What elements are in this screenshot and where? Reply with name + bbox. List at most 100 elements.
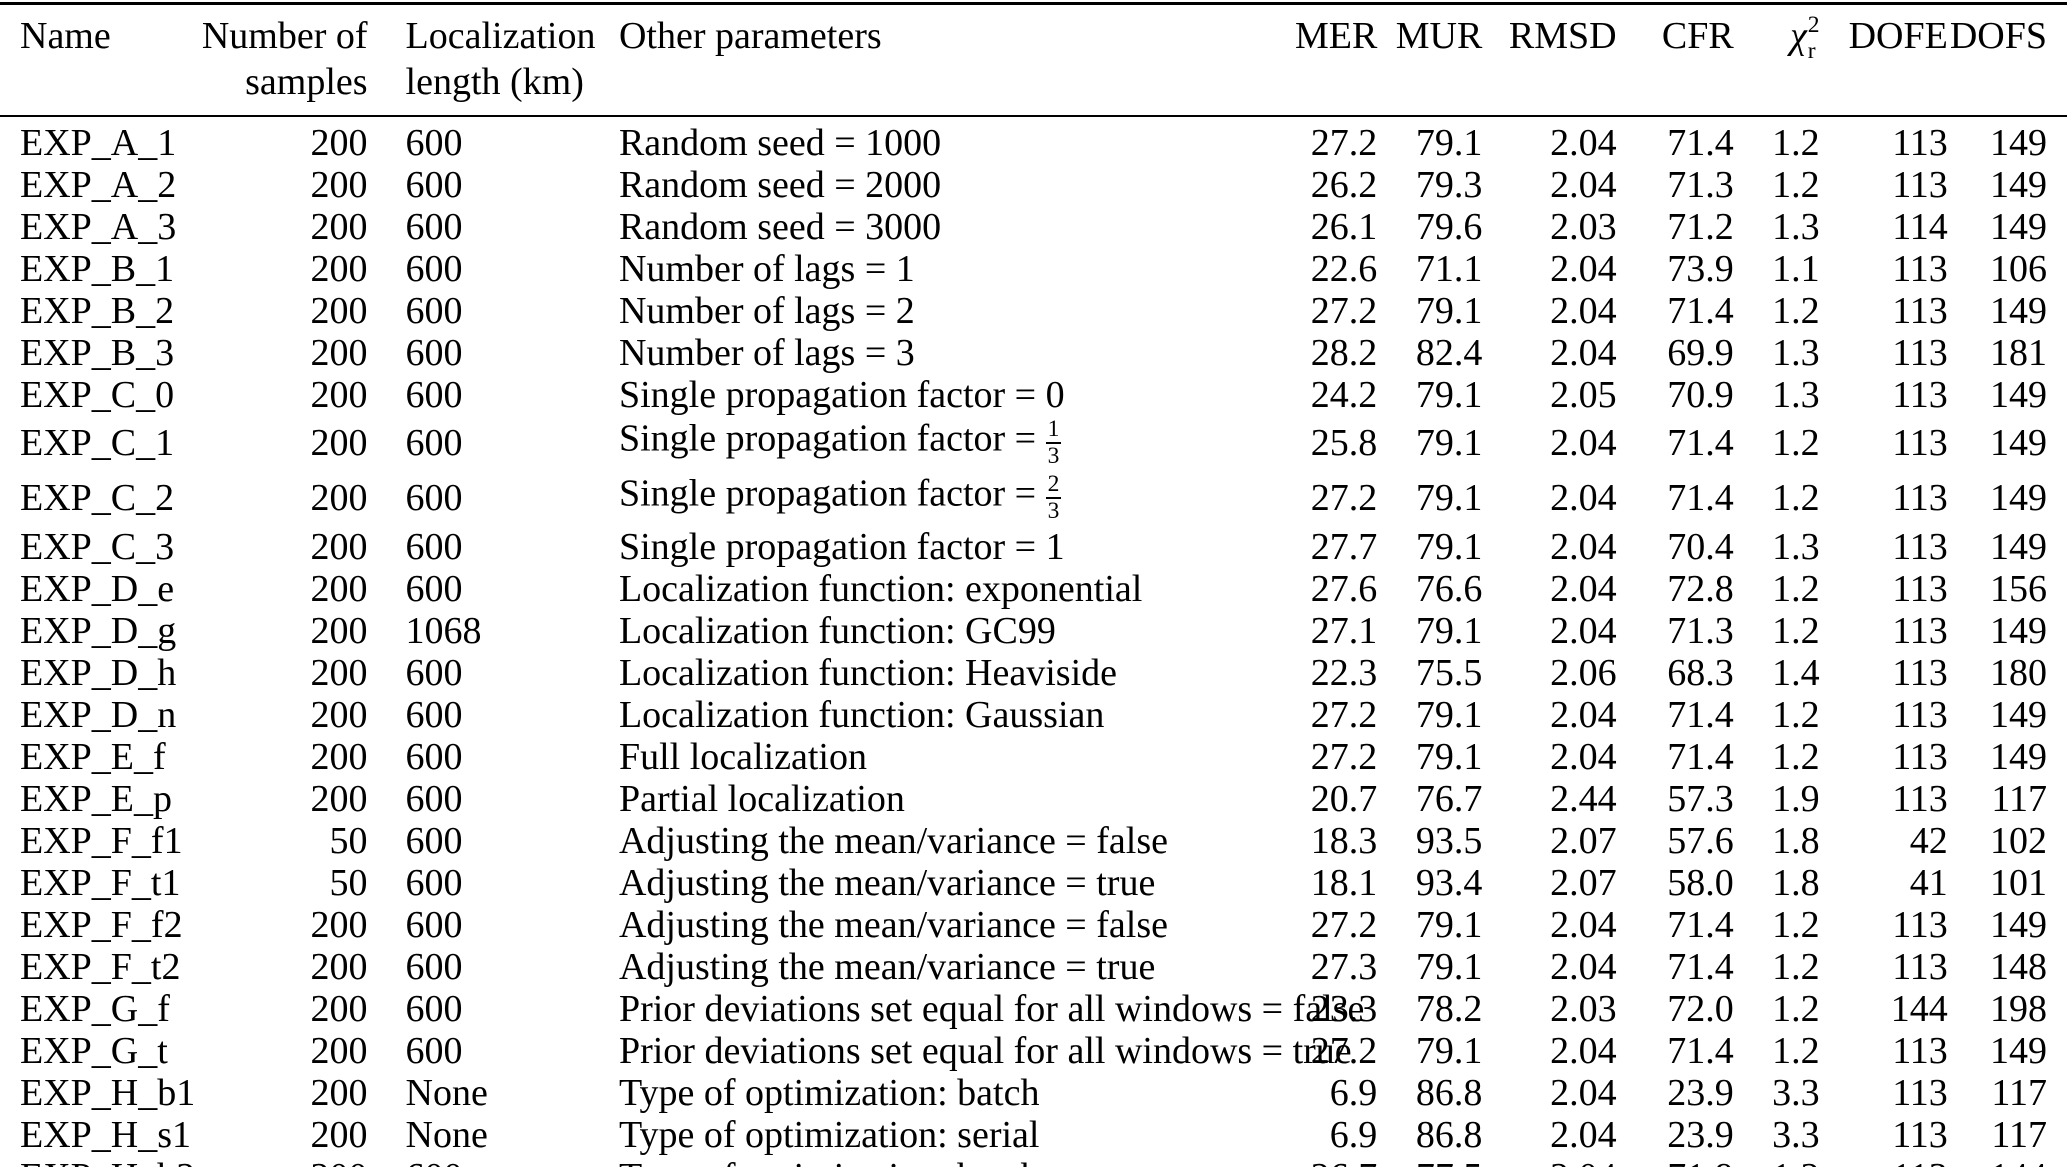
cell-mer: 22.3 <box>1310 651 1378 694</box>
cell-samples: 200 <box>310 332 368 374</box>
cell-loc: 600 <box>405 903 463 946</box>
cell-mer: 26.2 <box>1310 164 1378 206</box>
cell-cfr: 71.4 <box>1667 1029 1734 1072</box>
cell-loc: 600 <box>405 248 463 290</box>
cell-mur: 79.1 <box>1415 525 1483 568</box>
header-line: length (km) <box>405 61 584 103</box>
cell-mer: 26.7 <box>1282 1156 1378 1167</box>
cell-chi: 1.8 <box>1772 819 1820 862</box>
cell-dofs: 117 <box>1991 1113 2047 1156</box>
cell-cfr: 57.6 <box>1667 819 1734 862</box>
cell-cfr: 71.3 <box>1667 164 1734 206</box>
cell-chi: 1.2 <box>1772 567 1820 610</box>
cell-dofe: 113 <box>1892 945 1948 988</box>
cell-dofs: 149 <box>1990 122 2047 164</box>
cell-dofs: 101 <box>1990 861 2047 904</box>
column-header-name: Name <box>0 3 142 117</box>
cell-cfr: 71.4 <box>1667 290 1734 332</box>
cell-name: EXP_F_t1 <box>20 861 181 904</box>
cell-dofe: 41 <box>1909 861 1948 904</box>
cell-samples: 200 <box>310 609 368 652</box>
cell-other: Adjusting the mean/variance = true <box>618 861 1156 904</box>
cell-other: Single propagation factor = 0 <box>618 374 1065 416</box>
cell-mer: 6.9 <box>1329 1071 1378 1114</box>
cell-dofe: 113 <box>1892 1071 1948 1114</box>
cell-name: EXP_C_1 <box>20 422 175 465</box>
table-row: EXP_F_f2 200 600 Adjusting the mean/varianc… <box>0 904 2067 946</box>
cell-cfr: 72.8 <box>1667 567 1734 610</box>
column-header-cfr: CFR <box>1617 3 1735 117</box>
cell-chi: 1.2 <box>1772 477 1820 520</box>
cell-other: Single propagation factor = 1 <box>618 525 1065 568</box>
table-row: EXP_D_e 200 600 Localization function: expo… <box>0 568 2067 610</box>
cell-mur: 79.1 <box>1415 374 1483 416</box>
cell-rmsd: 2.04 <box>1550 693 1617 736</box>
cell-chi: 1.2 <box>1772 290 1820 332</box>
cell-dofs: 180 <box>1990 651 2047 694</box>
cell-cfr: 71.4 <box>1667 477 1734 520</box>
cell-dofs: 149 <box>1990 290 2047 332</box>
cell-loc: 600 <box>405 735 463 778</box>
table-row: EXP_D_n 200 600 Localization function: Gaus… <box>0 694 2067 736</box>
cell-cfr: 72.0 <box>1667 987 1734 1030</box>
cell-samples: 200 <box>310 945 368 988</box>
table-row: EXP_G_f 200 600 Prior deviations set equal … <box>0 988 2067 1030</box>
cell-other: Prior deviations set equal for all windo… <box>618 987 1365 1030</box>
cell-loc: 600 <box>405 567 463 610</box>
cell-loc: 600 <box>405 422 463 465</box>
cell-cfr: 71.9 <box>1618 1156 1735 1167</box>
table-row: EXP_B_3 200 600 Number of lags = 3 28.2 82.4 2… <box>0 332 2067 374</box>
cell-dofs: 149 <box>1990 735 2047 778</box>
cell-name: EXP_F_f2 <box>20 903 183 946</box>
cell-chi: 1.2 <box>1772 945 1820 988</box>
table-row: EXP_A_2 200 600 Random seed = 2000 26.2 79.3 2… <box>0 164 2067 206</box>
cell-cfr: 23.9 <box>1667 1113 1734 1156</box>
cell-mur: 86.8 <box>1415 1113 1483 1156</box>
cell-rmsd: 2.44 <box>1550 777 1617 820</box>
cell-cfr: 58.0 <box>1667 861 1734 904</box>
cell-mer: 27.2 <box>1310 122 1378 164</box>
cell-rmsd: 2.04 <box>1550 122 1617 164</box>
cell-mur: 78.2 <box>1415 987 1483 1030</box>
cell-dofe: 113 <box>1892 122 1948 164</box>
cell-rmsd: 2.03 <box>1550 206 1617 248</box>
cell-name: EXP_H_b2 <box>0 1156 195 1167</box>
cell-dofs: 144 <box>1949 1156 2067 1167</box>
cell-name: EXP_F_f1 <box>20 819 183 862</box>
cell-name: EXP_C_0 <box>20 374 175 416</box>
cell-other: Full localization <box>618 735 867 778</box>
cell-other: Random seed = 2000 <box>618 164 942 206</box>
cell-other: Type of optimization: batch <box>618 1156 1282 1167</box>
cell-mur: 79.1 <box>1415 609 1483 652</box>
table-row: EXP_A_1 200 600 Random seed = 1000 27.2 79.1 2… <box>0 116 2067 164</box>
cell-name: EXP_D_n <box>20 693 177 736</box>
cell-other: Adjusting the mean/variance = false <box>618 903 1168 946</box>
cell-name: EXP_B_2 <box>20 290 175 332</box>
cell-dofs: 156 <box>1990 567 2047 610</box>
cell-name: EXP_D_g <box>20 609 177 652</box>
cell-mer: 18.1 <box>1310 861 1378 904</box>
cell-rmsd: 2.04 <box>1550 332 1617 374</box>
header-line: Localization <box>405 15 596 57</box>
table-row: EXP_F_t1 50 600 Adjusting the mean/variance… <box>0 862 2067 904</box>
cell-mer: 20.7 <box>1310 777 1378 820</box>
cell-name: EXP_F_t2 <box>20 945 181 988</box>
cell-dofs: 149 <box>1990 164 2047 206</box>
cell-rmsd: 2.03 <box>1550 987 1617 1030</box>
table-row: EXP_C_0 200 600 Single propagation factor =… <box>0 374 2067 416</box>
cell-mer: 28.2 <box>1310 332 1378 374</box>
column-header-number-of-samples: Number of samples <box>141 3 369 117</box>
cell-samples: 200 <box>310 777 368 820</box>
cell-cfr: 71.4 <box>1667 945 1734 988</box>
column-header-localization-length: Localization length (km) <box>368 3 618 117</box>
cell-mur: 79.1 <box>1415 693 1483 736</box>
table-row: EXP_E_f 200 600 Full localization 27.2 79.1 2.… <box>0 736 2067 778</box>
cell-name: EXP_C_2 <box>20 477 175 520</box>
cell-rmsd: 2.07 <box>1550 861 1617 904</box>
table-row: EXP_F_f1 50 600 Adjusting the mean/variance… <box>0 820 2067 862</box>
cell-rmsd: 2.04 <box>1550 609 1617 652</box>
